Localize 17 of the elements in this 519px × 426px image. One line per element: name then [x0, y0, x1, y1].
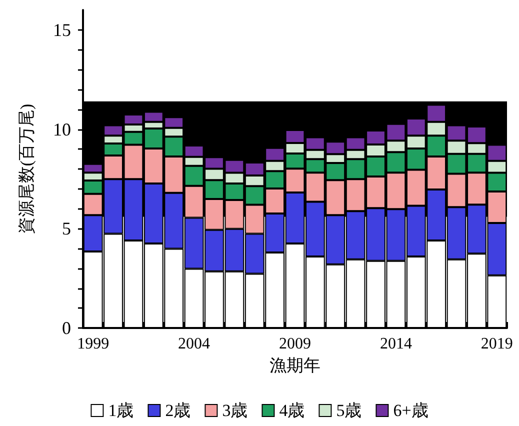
x-axis-title: 漁期年: [270, 356, 320, 375]
x-tick-label: 1999: [77, 336, 110, 352]
legend-label: 3歳: [222, 401, 248, 420]
x-tick-label: 2004: [178, 336, 210, 352]
legend-label: 1歳: [108, 401, 134, 420]
x-tick-label: 2014: [380, 336, 412, 352]
y-tick-label: 5: [62, 218, 71, 239]
legend-label: 5歳: [336, 401, 362, 420]
legend-label: 4歳: [279, 401, 305, 420]
legend-label: 2歳: [165, 401, 191, 420]
y-tick-label: 15: [53, 20, 71, 40]
y-tick-label: 10: [53, 119, 71, 140]
x-tick-label: 2019: [480, 336, 513, 352]
y-axis-title: 資源尾数(百万尾): [17, 104, 36, 234]
y-tick-label: 0: [62, 318, 71, 338]
x-tick-label: 2009: [279, 336, 311, 352]
legend-label: 6+歳: [393, 401, 428, 420]
